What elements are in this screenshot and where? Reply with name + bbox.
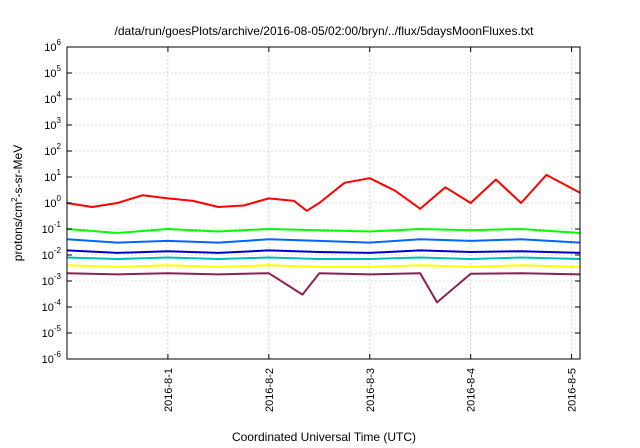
y-tick-label: 10-1	[42, 220, 62, 236]
x-tick-label: 2016-8-3	[365, 368, 377, 412]
y-tick-base: 10	[42, 276, 54, 288]
x-tick-label: 2016-8-2	[264, 368, 276, 412]
y-tick-base: 10	[44, 94, 56, 106]
y-tick-label: 10-3	[42, 272, 62, 288]
y-tick-label: 100	[44, 194, 61, 210]
series-line-4	[66, 249, 581, 254]
series-line-7	[66, 272, 581, 304]
y-tick-exponent: -4	[54, 298, 62, 307]
y-tick-label: 106	[44, 38, 61, 54]
y-tick-label: 102	[44, 142, 61, 158]
y-tick-label: 10-4	[42, 298, 62, 314]
y-tick-exponent: 3	[57, 116, 62, 125]
y-tick-label: 101	[44, 168, 61, 184]
x-ticks: 2016-8-1 2016-8-2 2016-8-3 2016-8-4 2016-8-5	[163, 47, 579, 412]
y-tick-base: 10	[42, 302, 54, 314]
y-tick-base: 10	[44, 42, 56, 54]
y-tick-exponent: 4	[57, 90, 62, 99]
series-line-5	[66, 256, 581, 260]
y-ticks: 10-610-510-410-310-210-11001011021031041…	[42, 38, 580, 366]
y-tick-base: 10	[44, 146, 56, 158]
x-axis-label: Coordinated Universal Time (UTC)	[232, 430, 416, 444]
y-axis-label-rest: -s-sr-MeV	[11, 145, 25, 198]
series-lines	[66, 173, 581, 304]
y-tick-base: 10	[42, 354, 54, 366]
y-tick-label: 104	[44, 90, 61, 106]
y-tick-exponent: -6	[54, 350, 62, 359]
y-tick-exponent: 1	[57, 168, 62, 177]
y-tick-exponent: 0	[57, 194, 62, 203]
y-tick-exponent: 2	[57, 142, 62, 151]
y-tick-label: 10-5	[42, 324, 62, 340]
y-tick-base: 10	[42, 224, 54, 236]
y-axis-label-exponent: 2	[10, 197, 19, 202]
y-tick-exponent: 6	[57, 38, 62, 47]
y-tick-exponent: -5	[54, 324, 62, 333]
series-line-6	[66, 264, 581, 268]
y-tick-label: 103	[44, 116, 61, 132]
y-tick-exponent: -3	[54, 272, 62, 281]
y-tick-label: 10-2	[42, 246, 62, 262]
y-tick-exponent: -1	[54, 220, 62, 229]
y-tick-exponent: -2	[54, 246, 62, 255]
x-tick-label: 2016-8-4	[466, 368, 478, 412]
series-line-1	[66, 173, 581, 212]
chart-title: /data/run/goesPlots/archive/2016-08-05/0…	[115, 24, 535, 38]
series-line-2	[66, 228, 581, 234]
y-tick-exponent: 5	[57, 64, 62, 73]
grid-lines	[67, 47, 580, 359]
x-tick-label: 2016-8-1	[163, 368, 175, 412]
y-axis-label-unit: protons/cm	[11, 202, 25, 261]
x-tick-label: 2016-8-5	[567, 368, 579, 412]
y-tick-label: 10-6	[42, 350, 62, 366]
y-tick-base: 10	[44, 120, 56, 132]
y-axis-label: protons/cm2-s-sr-MeV	[10, 145, 25, 261]
y-tick-base: 10	[42, 250, 54, 262]
y-tick-base: 10	[44, 68, 56, 80]
y-tick-label: 105	[44, 64, 61, 80]
y-tick-base: 10	[44, 198, 56, 210]
y-tick-base: 10	[42, 328, 54, 340]
y-tick-base: 10	[44, 172, 56, 184]
series-line-3	[66, 238, 581, 244]
